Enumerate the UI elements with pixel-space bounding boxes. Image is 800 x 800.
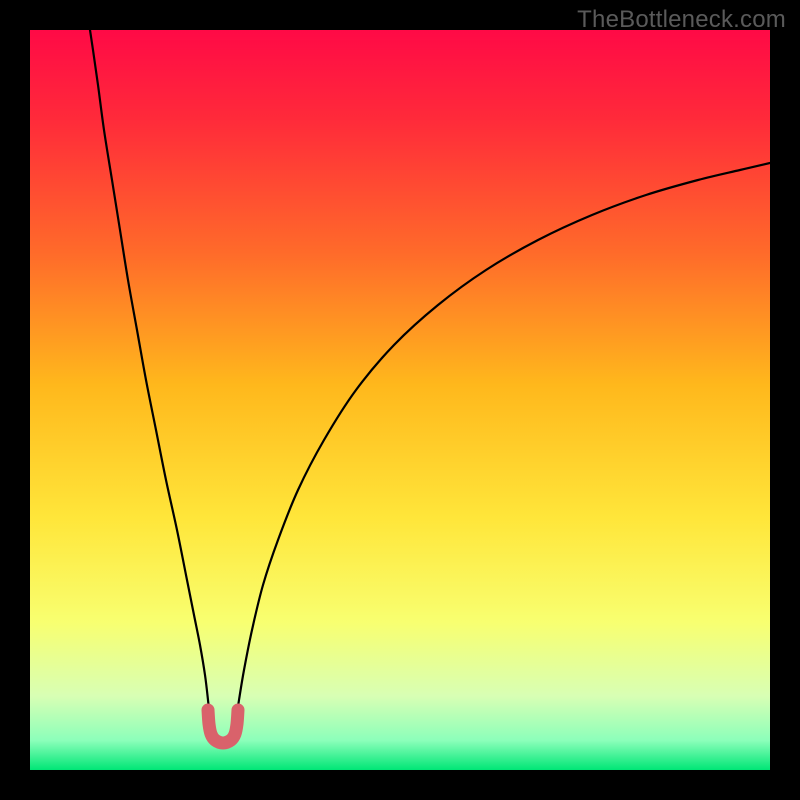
chart-frame: TheBottleneck.com (0, 0, 800, 800)
curve-layer (30, 30, 770, 770)
bottleneck-curve-right (236, 163, 770, 720)
watermark-text: TheBottleneck.com (577, 6, 786, 34)
bottleneck-curve-left (90, 30, 210, 720)
trough-marker (208, 710, 238, 743)
plot-area (30, 30, 770, 770)
